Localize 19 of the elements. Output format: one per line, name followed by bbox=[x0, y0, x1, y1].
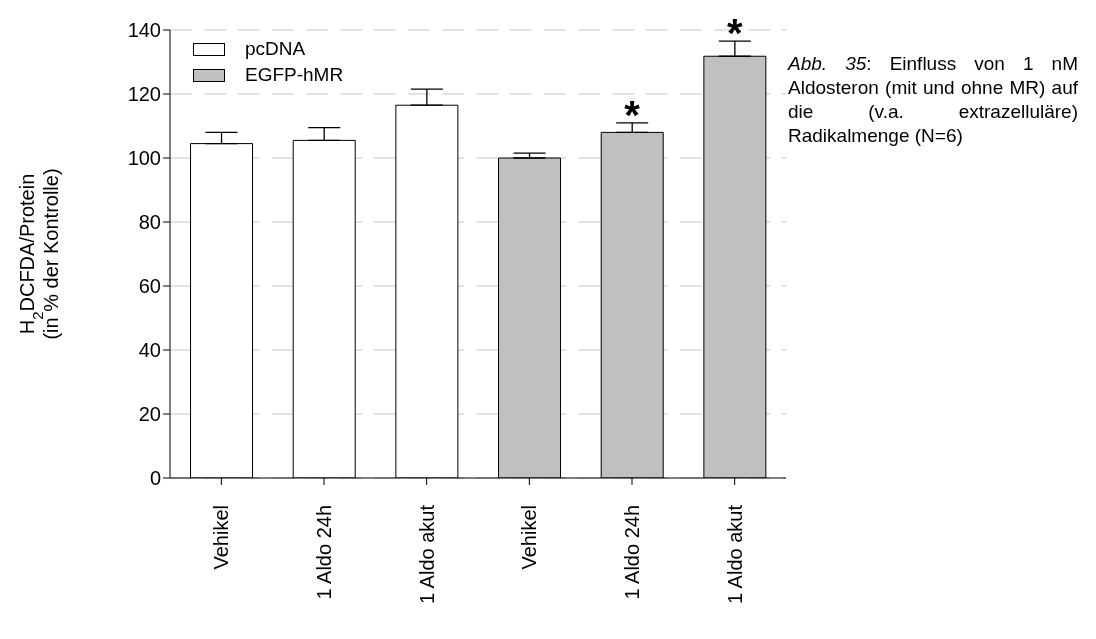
y-tick-label: 60 bbox=[138, 275, 161, 298]
legend-label: pcDNA bbox=[245, 38, 306, 60]
legend-label: EGFP-hMR bbox=[245, 64, 344, 86]
x-tick-label: 1 Aldo 24h bbox=[621, 505, 643, 600]
y-tick-label: 20 bbox=[138, 403, 161, 426]
y-tick-label: 80 bbox=[138, 211, 161, 234]
y-tick-label: 40 bbox=[138, 339, 161, 362]
x-tick-label: 1 Aldo akut bbox=[723, 504, 746, 604]
y-tick-label: 120 bbox=[127, 83, 161, 106]
y-tick-label: 140 bbox=[127, 19, 161, 42]
annotation: * bbox=[624, 93, 641, 137]
caption: Abb. 35: Einfluss von 1 nM Aldosteron (mit und ohne MR) auf die (v.a. extrazelluläre) Radikalmenge (N=6) bbox=[788, 52, 1078, 148]
x-tick-label: Vehikel bbox=[210, 505, 233, 570]
annotation: * bbox=[726, 11, 743, 56]
y-tick-label: 100 bbox=[127, 147, 161, 170]
x-tick-label: 1 Aldo 24h bbox=[313, 505, 335, 600]
x-tick-label: Vehikel bbox=[518, 505, 541, 570]
y-tick-label: 0 bbox=[149, 467, 161, 490]
x-tick-label: 1 Aldo akut bbox=[415, 504, 438, 604]
